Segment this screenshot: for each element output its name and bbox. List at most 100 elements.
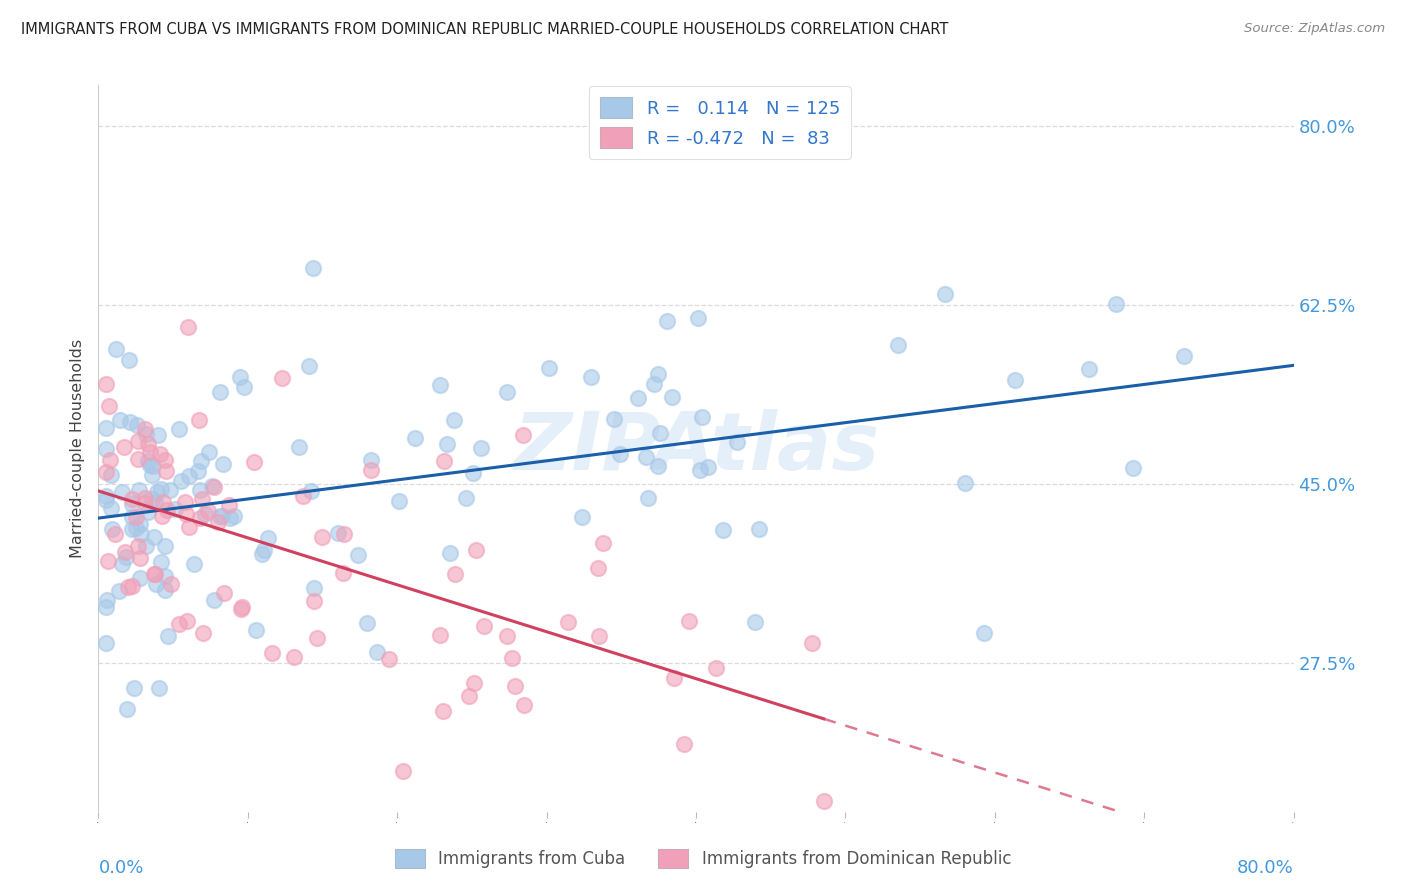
Point — [135, 427, 157, 442]
Point — [208, 385, 231, 400]
Point — [1004, 373, 1026, 387]
Point — [1077, 361, 1099, 376]
Point — [156, 629, 179, 643]
Point — [887, 338, 910, 352]
Point — [299, 484, 322, 499]
Point — [538, 361, 561, 376]
Point — [125, 521, 148, 535]
Point — [298, 359, 321, 374]
Point — [211, 509, 233, 524]
Point — [202, 592, 225, 607]
Point — [139, 458, 162, 473]
Point — [1122, 461, 1144, 475]
Point — [163, 501, 186, 516]
Point — [333, 527, 356, 541]
Point — [100, 468, 122, 483]
Point — [155, 453, 177, 467]
Point — [283, 650, 305, 665]
Point — [141, 467, 163, 482]
Point — [190, 454, 212, 468]
Text: IMMIGRANTS FROM CUBA VS IMMIGRANTS FROM DOMINICAN REPUBLIC MARRIED-COUPLE HOUSEH: IMMIGRANTS FROM CUBA VS IMMIGRANTS FROM … — [21, 22, 949, 37]
Point — [571, 510, 593, 524]
Point — [662, 671, 685, 685]
Point — [637, 491, 659, 505]
Point — [657, 314, 679, 328]
Point — [443, 566, 465, 581]
Legend: R =   0.114   N = 125, R = -0.472   N =  83: R = 0.114 N = 125, R = -0.472 N = 83 — [589, 87, 851, 159]
Point — [465, 543, 488, 558]
Point — [104, 526, 127, 541]
Point — [1173, 349, 1195, 363]
Point — [145, 577, 167, 591]
Point — [229, 370, 252, 384]
Point — [233, 380, 256, 394]
Point — [152, 495, 174, 509]
Point — [150, 509, 173, 524]
Point — [100, 522, 122, 536]
Point — [139, 445, 162, 459]
Point — [311, 530, 333, 544]
Point — [212, 586, 235, 600]
Point — [328, 526, 350, 541]
Point — [391, 764, 413, 778]
Point — [461, 466, 484, 480]
Point — [127, 418, 149, 433]
Point — [672, 737, 695, 751]
Point — [149, 556, 172, 570]
Point — [207, 515, 229, 529]
Point — [114, 545, 136, 559]
Point — [429, 628, 451, 642]
Point — [588, 629, 610, 643]
Point — [689, 463, 711, 477]
Point — [231, 602, 253, 616]
Point — [603, 412, 626, 426]
Point — [366, 645, 388, 659]
Point — [118, 352, 141, 367]
Point — [191, 491, 214, 506]
Point — [174, 507, 197, 521]
Point — [136, 506, 159, 520]
Point — [148, 681, 170, 696]
Point — [177, 520, 200, 534]
Point — [97, 554, 120, 568]
Point — [186, 465, 208, 479]
Point — [201, 479, 224, 493]
Point — [433, 454, 456, 468]
Point — [143, 530, 166, 544]
Point — [167, 422, 190, 436]
Point — [690, 409, 713, 424]
Point — [302, 261, 325, 276]
Point — [127, 539, 149, 553]
Point — [973, 625, 995, 640]
Point — [167, 616, 190, 631]
Point — [495, 385, 517, 400]
Point — [250, 547, 273, 561]
Point — [153, 582, 176, 597]
Point — [725, 434, 748, 449]
Point — [143, 566, 166, 581]
Point — [188, 483, 211, 497]
Point — [388, 494, 411, 508]
Point — [94, 493, 117, 508]
Point — [194, 507, 217, 521]
Point — [120, 415, 142, 429]
Point — [94, 636, 117, 650]
Point — [378, 651, 401, 665]
Text: Source: ZipAtlas.com: Source: ZipAtlas.com — [1244, 22, 1385, 36]
Point — [661, 390, 683, 404]
Point — [454, 491, 477, 505]
Point — [678, 614, 700, 628]
Point — [94, 465, 117, 479]
Point — [1105, 297, 1128, 311]
Point — [112, 440, 135, 454]
Point — [136, 437, 159, 451]
Point — [934, 286, 956, 301]
Point — [117, 702, 139, 716]
Point — [142, 458, 165, 473]
Point — [121, 497, 143, 511]
Point — [443, 413, 465, 427]
Point — [121, 510, 143, 524]
Point — [513, 698, 536, 713]
Point — [128, 517, 150, 532]
Point — [242, 455, 264, 469]
